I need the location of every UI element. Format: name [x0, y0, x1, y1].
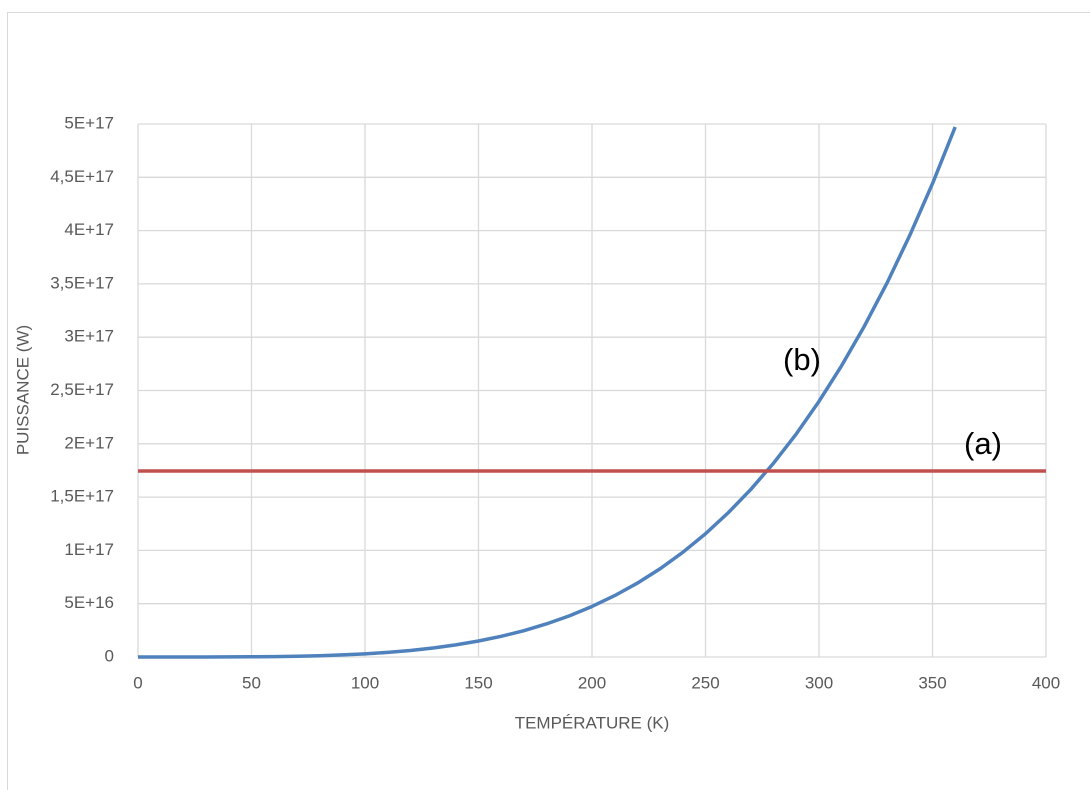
y-tick-label: 1,5E+17 [50, 487, 114, 506]
x-tick-label: 200 [578, 673, 606, 692]
x-tick-label: 350 [918, 673, 946, 692]
data-line [138, 126, 957, 659]
x-tick-label: 300 [805, 673, 833, 692]
y-tick-label: 1E+17 [64, 540, 114, 559]
y-tick-label: 2E+17 [64, 433, 114, 452]
x-tick-label: 150 [464, 673, 492, 692]
y-tick-label: 5E+16 [64, 593, 114, 612]
y-tick-label: 5E+17 [64, 113, 114, 132]
x-tick-label: 50 [242, 673, 261, 692]
y-tick-label: 3,5E+17 [50, 273, 114, 292]
y-tick-label: 0 [105, 646, 114, 665]
y-tick-label: 2,5E+17 [50, 380, 114, 399]
y-tick-label: 4,5E+17 [50, 167, 114, 186]
x-axis-title: TEMPÉRATURE (K) [515, 713, 670, 732]
x-tick-label: 0 [133, 673, 142, 692]
chart-frame [7, 12, 1090, 790]
annotation: (b) [783, 342, 821, 377]
x-tick-label: 250 [691, 673, 719, 692]
annotation: (a) [964, 426, 1002, 461]
x-tick-label: 100 [351, 673, 379, 692]
y-tick-label: 4E+17 [64, 220, 114, 239]
y-tick-label: 3E+17 [64, 327, 114, 346]
x-tick-label: 400 [1032, 673, 1060, 692]
y-axis-title: PUISSANCE (W) [13, 325, 32, 455]
